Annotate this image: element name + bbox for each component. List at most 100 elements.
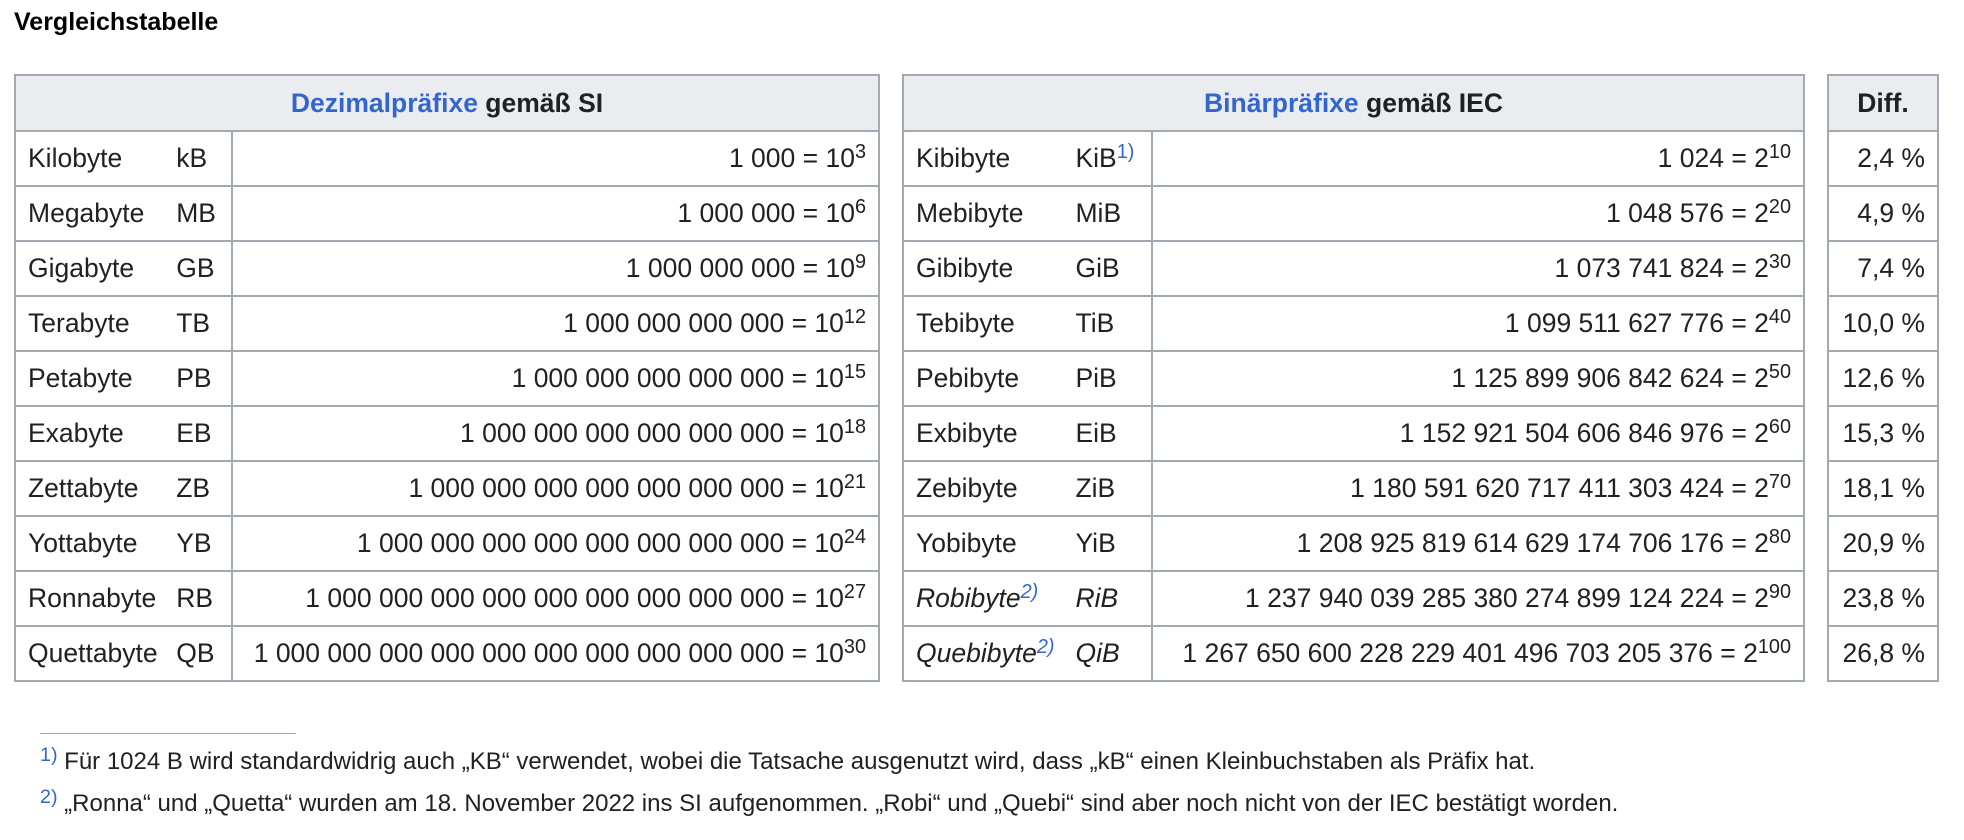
si-header: Dezimalpräfixe gemäß SI bbox=[14, 74, 880, 132]
si-exponent: 6 bbox=[854, 196, 866, 219]
iec-exponent: 60 bbox=[1768, 416, 1791, 439]
si-exponent: 27 bbox=[843, 581, 866, 604]
si-name-cell: Ronnabyte bbox=[14, 572, 171, 627]
iec-prefix-link[interactable]: Binärpräfixe bbox=[1204, 87, 1359, 118]
iec-symbol: TiB bbox=[1075, 308, 1115, 338]
si-symbol: YB bbox=[176, 528, 212, 558]
si-prefix-link[interactable]: Dezimalpräfixe bbox=[290, 87, 478, 118]
iec-symbol-cell: PiB bbox=[1069, 352, 1153, 407]
si-value-cell: 1 000 = 103 bbox=[233, 132, 880, 187]
diff-value: 7,4 % bbox=[1857, 253, 1925, 283]
table-row: Quettabyte QB 1 000 000 000 000 000 000 00… bbox=[14, 627, 1939, 682]
iec-symbol-cell: GiB bbox=[1069, 242, 1153, 297]
footnote-text: Für 1024 B wird standardwidrig auch „KB“… bbox=[57, 748, 1536, 775]
diff-cell: 18,1 % bbox=[1827, 462, 1939, 517]
footnote-mark[interactable]: 2) bbox=[40, 786, 58, 809]
iec-value-cell: 1 208 925 819 614 629 174 706 176 = 280 bbox=[1152, 517, 1805, 572]
diff-value: 2,4 % bbox=[1857, 143, 1925, 173]
iec-value: 1 024 = 2 bbox=[1657, 143, 1769, 173]
column-gap bbox=[880, 132, 902, 187]
si-name-cell: Terabyte bbox=[14, 297, 171, 352]
si-value: 1 000 = 10 bbox=[728, 143, 855, 173]
si-name: Terabyte bbox=[28, 308, 130, 338]
iec-name-cell: Exbibyte bbox=[902, 407, 1070, 462]
si-symbol: TB bbox=[176, 308, 211, 338]
iec-value-cell: 1 152 921 504 606 846 976 = 260 bbox=[1152, 407, 1805, 462]
footnote-text: „Ronna“ und „Quetta“ wurden am 18. Novem… bbox=[57, 790, 1619, 817]
column-gap bbox=[880, 407, 902, 462]
iec-symbol-cell: ZiB bbox=[1069, 462, 1153, 517]
si-exponent: 3 bbox=[854, 141, 866, 164]
si-value: 1 000 000 000 000 000 = 10 bbox=[511, 363, 844, 393]
column-gap bbox=[1805, 242, 1827, 297]
iec-value-cell: 1 180 591 620 717 411 303 424 = 270 bbox=[1152, 462, 1805, 517]
si-exponent: 21 bbox=[843, 471, 866, 494]
si-value-cell: 1 000 000 000 000 000 000 000 000 000 = … bbox=[233, 572, 880, 627]
si-symbol: RB bbox=[176, 583, 214, 613]
iec-name: Tebibyte bbox=[916, 308, 1015, 338]
footnote-mark[interactable]: 1) bbox=[40, 744, 58, 767]
iec-value-cell: 1 073 741 824 = 230 bbox=[1152, 242, 1805, 297]
iec-symbol: GiB bbox=[1075, 253, 1120, 283]
column-gap bbox=[1805, 352, 1827, 407]
iec-value: 1 267 650 600 228 229 401 496 703 205 37… bbox=[1182, 638, 1758, 668]
column-gap bbox=[1805, 132, 1827, 187]
iec-value: 1 208 925 819 614 629 174 706 176 = 2 bbox=[1296, 528, 1769, 558]
iec-exponent: 30 bbox=[1768, 251, 1791, 274]
iec-symbol-footnote-ref[interactable]: 1) bbox=[1116, 141, 1135, 164]
column-gap bbox=[880, 242, 902, 297]
iec-symbol: QiB bbox=[1075, 638, 1120, 668]
si-symbol-cell: PB bbox=[170, 352, 233, 407]
iec-name: Gibibyte bbox=[916, 253, 1014, 283]
iec-exponent: 40 bbox=[1768, 306, 1791, 329]
diff-value: 4,9 % bbox=[1857, 198, 1925, 228]
diff-value: 10,0 % bbox=[1842, 308, 1925, 338]
si-symbol-cell: ZB bbox=[170, 462, 233, 517]
si-symbol: ZB bbox=[176, 473, 211, 503]
diff-cell: 20,9 % bbox=[1827, 517, 1939, 572]
iec-symbol-cell: MiB bbox=[1069, 187, 1153, 242]
si-name: Quettabyte bbox=[28, 638, 158, 668]
iec-value-cell: 1 024 = 210 bbox=[1152, 132, 1805, 187]
column-gap bbox=[1805, 627, 1827, 682]
iec-symbol: YiB bbox=[1075, 528, 1116, 558]
si-symbol-cell: GB bbox=[170, 242, 233, 297]
table-row: Exabyte EB 1 000 000 000 000 000 000 = 101… bbox=[14, 407, 1939, 462]
iec-name-cell: Mebibyte bbox=[902, 187, 1070, 242]
si-value-cell: 1 000 000 000 000 = 1012 bbox=[233, 297, 880, 352]
column-gap bbox=[880, 352, 902, 407]
table-heading: Vergleichstabelle bbox=[14, 8, 219, 36]
diff-value: 23,8 % bbox=[1842, 583, 1925, 613]
column-gap bbox=[1805, 187, 1827, 242]
si-value: 1 000 000 000 000 000 000 000 000 = 10 bbox=[356, 528, 844, 558]
diff-value: 26,8 % bbox=[1842, 638, 1925, 668]
diff-header: Diff. bbox=[1827, 74, 1939, 132]
si-name-cell: Megabyte bbox=[14, 187, 171, 242]
iec-name-footnote-ref[interactable]: 2) bbox=[1036, 636, 1055, 659]
si-value: 1 000 000 000 000 = 10 bbox=[563, 308, 844, 338]
si-value-cell: 1 000 000 000 000 000 = 1015 bbox=[233, 352, 880, 407]
si-value-cell: 1 000 000 000 000 000 000 000 = 1021 bbox=[233, 462, 880, 517]
si-symbol-cell: QB bbox=[170, 627, 233, 682]
iec-value: 1 237 940 039 285 380 274 899 124 224 = … bbox=[1245, 583, 1769, 613]
iec-name-footnote-ref[interactable]: 2) bbox=[1020, 581, 1039, 604]
si-value: 1 000 000 000 = 10 bbox=[625, 253, 855, 283]
si-name: Kilobyte bbox=[28, 143, 123, 173]
table-row: Kilobyte kB 1 000 = 103 Kibibyte KiB1) 1 024 … bbox=[14, 132, 1939, 187]
iec-symbol-cell: EiB bbox=[1069, 407, 1153, 462]
iec-symbol: MiB bbox=[1075, 198, 1122, 228]
iec-exponent: 100 bbox=[1757, 636, 1791, 659]
iec-exponent: 80 bbox=[1768, 526, 1791, 549]
iec-name-cell: Zebibyte bbox=[902, 462, 1070, 517]
table-row: Zettabyte ZB 1 000 000 000 000 000 000 000… bbox=[14, 462, 1939, 517]
si-value-cell: 1 000 000 000 000 000 000 = 1018 bbox=[233, 407, 880, 462]
iec-value: 1 073 741 824 = 2 bbox=[1554, 253, 1769, 283]
si-exponent: 24 bbox=[843, 526, 866, 549]
iec-exponent: 10 bbox=[1768, 141, 1791, 164]
si-symbol: PB bbox=[176, 363, 212, 393]
si-symbol: QB bbox=[176, 638, 215, 668]
iec-value: 1 180 591 620 717 411 303 424 = 2 bbox=[1350, 473, 1769, 503]
iec-name: Mebibyte bbox=[916, 198, 1024, 228]
diff-cell: 26,8 % bbox=[1827, 627, 1939, 682]
si-symbol-cell: kB bbox=[170, 132, 233, 187]
